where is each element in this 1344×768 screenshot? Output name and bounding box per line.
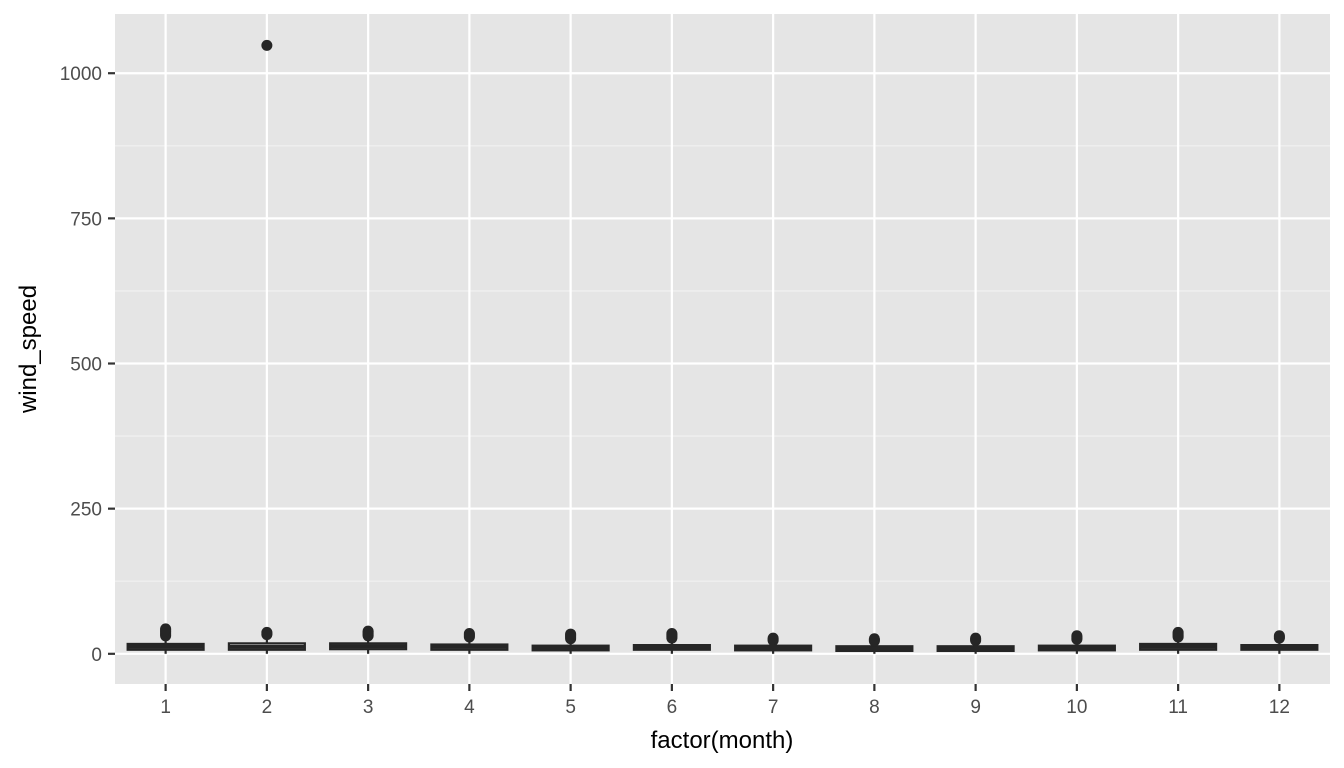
boxplot-9 <box>936 632 1015 654</box>
boxplot-10 <box>1037 630 1116 654</box>
outlier-point <box>463 627 475 639</box>
x-tick-label: 6 <box>667 697 678 718</box>
x-tick-label: 4 <box>464 697 475 718</box>
outlier-point <box>666 627 678 639</box>
outlier-point <box>160 623 172 635</box>
x-tick-label: 2 <box>262 697 273 718</box>
outlier-point <box>970 632 982 644</box>
y-axis-title: wind_speed <box>15 285 42 414</box>
x-axis-title: factor(month) <box>651 727 794 754</box>
outlier-point <box>261 626 273 638</box>
y-axis: 0 250 500 750 1000 <box>60 64 115 666</box>
grid-minor <box>115 145 1330 582</box>
boxplot-12 <box>1240 630 1319 654</box>
boxplot-11 <box>1139 626 1218 654</box>
y-tick-label: 250 <box>70 500 102 521</box>
boxplot-2 <box>227 39 306 654</box>
x-tick-label: 9 <box>970 697 981 718</box>
outlier-point <box>868 633 880 645</box>
x-axis: 1 2 3 4 5 6 7 8 9 10 11 12 <box>160 684 1290 718</box>
x-tick-label: 8 <box>869 697 880 718</box>
x-tick-label: 1 <box>160 697 171 718</box>
y-tick-label: 750 <box>70 209 102 230</box>
boxplot-1 <box>126 623 205 654</box>
plot-panel <box>115 14 1330 684</box>
outlier-point <box>362 625 374 637</box>
boxplot-6 <box>632 627 711 654</box>
outlier-point <box>565 628 577 640</box>
boxplot-8 <box>835 633 914 654</box>
x-tick-label: 10 <box>1066 697 1087 718</box>
outlier-point <box>767 632 779 644</box>
outlier-point <box>1172 626 1184 638</box>
outlier-point <box>261 39 273 51</box>
boxplot-3 <box>329 625 408 654</box>
x-tick-label: 7 <box>768 697 779 718</box>
outlier-point <box>1071 630 1083 642</box>
x-tick-label: 5 <box>565 697 576 718</box>
outlier-point <box>1273 630 1285 642</box>
boxplots <box>126 39 1319 654</box>
x-tick-label: 12 <box>1269 697 1290 718</box>
y-tick-label: 1000 <box>60 64 102 85</box>
boxplot-4 <box>430 627 509 654</box>
boxplot-5 <box>531 628 610 654</box>
x-tick-label: 3 <box>363 697 374 718</box>
y-tick-label: 0 <box>91 645 102 666</box>
grid-major <box>115 14 1330 684</box>
boxplot-7 <box>734 632 813 654</box>
y-tick-label: 500 <box>70 355 102 376</box>
x-tick-label: 11 <box>1168 697 1188 718</box>
